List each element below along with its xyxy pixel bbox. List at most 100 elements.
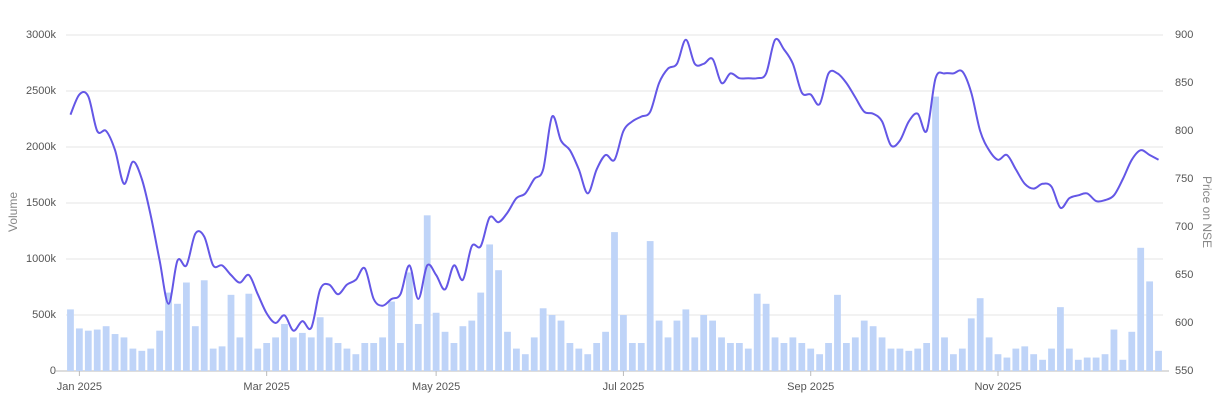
volume-bar <box>513 348 520 371</box>
volume-bar <box>718 337 725 371</box>
volume-bar <box>138 350 146 371</box>
y-tick-label: 1000k <box>26 253 56 265</box>
volume-bar <box>334 343 342 371</box>
volume-bar <box>1137 247 1145 371</box>
volume-bar <box>316 317 324 371</box>
volume-bar <box>700 315 708 371</box>
volume-bar <box>539 308 547 371</box>
volume-bar <box>521 354 529 371</box>
volume-bar <box>682 309 690 371</box>
volume-bar <box>325 337 333 371</box>
volume-bar <box>762 303 770 371</box>
volume-bar <box>780 343 788 371</box>
volume-bar <box>1128 331 1136 371</box>
volume-bar <box>976 298 984 371</box>
volume-bar <box>620 315 627 371</box>
volume-bar <box>1155 350 1162 371</box>
volume-bar <box>825 343 832 371</box>
volume-bar <box>887 348 895 371</box>
x-tick-label: Jul 2025 <box>603 381 645 393</box>
volume-bar <box>495 270 502 371</box>
volume-bar <box>1048 348 1055 371</box>
volume-bar <box>548 315 556 371</box>
volume-bar <box>834 294 841 371</box>
volume-bar <box>744 348 752 371</box>
volume-bar <box>896 348 904 371</box>
volume-bar <box>932 96 939 371</box>
y2-tick-label: 800 <box>1175 125 1193 137</box>
y2-tick-label: 750 <box>1175 173 1193 185</box>
x-tick-label: Nov 2025 <box>974 381 1021 393</box>
volume-bar <box>298 332 306 371</box>
volume-bar <box>1003 357 1011 371</box>
volume-bar <box>1110 329 1118 371</box>
volume-bar <box>727 343 734 371</box>
x-tick-label: Jan 2025 <box>57 381 102 393</box>
volume-bar <box>405 272 413 371</box>
volume-bar <box>290 337 297 371</box>
volume-bar <box>673 320 681 371</box>
y-tick-label: 1500k <box>26 197 56 209</box>
volume-bar <box>218 346 226 371</box>
volume-bar <box>842 343 850 371</box>
volume-bar <box>584 354 592 371</box>
volume-bar <box>67 309 74 371</box>
volume-bar <box>994 354 1002 371</box>
y-tick-label: 3000k <box>26 29 56 41</box>
volume-bar <box>530 337 538 371</box>
volume-bar <box>263 343 271 371</box>
volume-bar <box>414 323 422 371</box>
volume-bar <box>950 354 957 371</box>
volume-bar <box>209 348 217 371</box>
y2-tick-label: 850 <box>1175 77 1193 89</box>
volume-bar <box>272 337 279 371</box>
volume-bar <box>156 330 164 371</box>
volume-bar <box>432 312 440 371</box>
volume-bar <box>691 337 699 371</box>
x-tick-label: Mar 2025 <box>243 381 289 393</box>
y2-tick-label: 550 <box>1175 365 1193 377</box>
volume-bar <box>628 343 636 371</box>
volume-bar <box>245 293 253 371</box>
volume-bar <box>120 337 128 371</box>
volume-bar <box>191 326 199 371</box>
volume-bar <box>735 343 743 371</box>
volume-bar <box>816 354 824 371</box>
volume-bar <box>254 348 262 371</box>
volume-bar <box>655 320 663 371</box>
y-tick-label: 500k <box>32 309 56 321</box>
volume-bar <box>637 343 645 371</box>
volume-bar <box>459 326 467 371</box>
volume-bar <box>878 337 886 371</box>
volume-bar <box>1101 354 1109 371</box>
volume-bar <box>923 343 931 371</box>
volume-bar <box>352 354 360 371</box>
volume-bar <box>575 348 583 371</box>
volume-bar <box>75 328 83 371</box>
x-tick-label: Sep 2025 <box>787 381 834 393</box>
volume-bar <box>379 337 387 371</box>
y-tick-label: 0 <box>50 365 56 377</box>
volume-bar <box>183 282 190 371</box>
volume-bar <box>789 337 797 371</box>
volume-bar <box>102 326 110 371</box>
y2-tick-label: 900 <box>1175 29 1193 41</box>
volume-bar <box>147 348 155 371</box>
volume-bar <box>165 292 172 371</box>
volume-bar <box>566 343 574 371</box>
volume-bar <box>174 303 181 371</box>
volume-bar <box>129 348 137 371</box>
volume-bar <box>593 343 601 371</box>
volume-bar <box>914 348 922 371</box>
volume-bar <box>1119 359 1127 371</box>
volume-bar <box>1057 307 1064 371</box>
volume-bar <box>504 331 511 371</box>
volume-bar <box>807 348 815 371</box>
volume-bar <box>1092 357 1100 371</box>
volume-bar <box>611 232 618 371</box>
volume-bar <box>753 293 761 371</box>
volume-bar <box>1146 281 1154 371</box>
y-tick-label: 2000k <box>26 141 56 153</box>
volume-bar <box>423 215 431 371</box>
